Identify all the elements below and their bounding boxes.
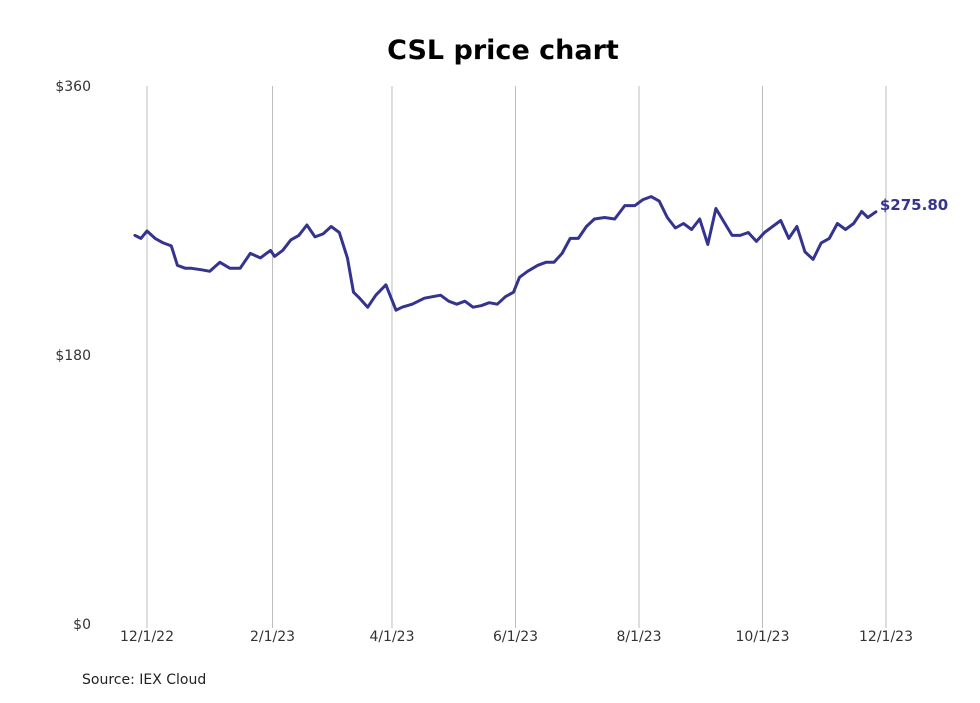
x-tick-label: 12/1/23 [859,629,913,645]
last-price-label: $275.80 [880,196,948,214]
x-axis-ticks: 12/1/22 2/1/23 4/1/23 6/1/23 8/1/23 10/1/23 12… [120,629,913,645]
x-tick-label: 6/1/23 [493,629,538,645]
x-tick-label: 2/1/23 [250,629,295,645]
y-tick-label: $360 [55,79,91,95]
x-tick-label: 12/1/22 [120,629,174,645]
chart-title: CSL price chart [387,35,619,66]
x-tick-label: 10/1/23 [736,629,790,645]
y-axis-ticks: $0 $180 $360 [55,79,91,633]
series-layer: $275.80 [133,195,948,312]
y-tick-label: $0 [73,617,91,633]
x-tick-label: 4/1/23 [369,629,414,645]
x-gridlines [146,86,887,628]
x-tick-label: 8/1/23 [616,629,661,645]
y-tick-label: $180 [55,348,91,364]
price-line [133,195,878,312]
source-note: Source: IEX Cloud [82,672,206,688]
